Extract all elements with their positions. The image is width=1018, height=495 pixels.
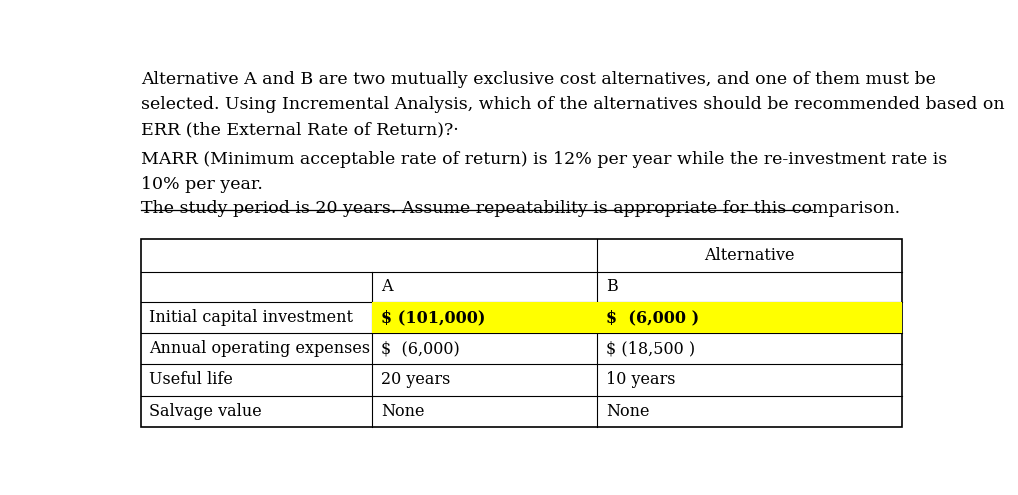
Text: Salvage value: Salvage value — [150, 403, 262, 420]
Text: Useful life: Useful life — [150, 371, 233, 389]
Text: Annual operating expenses: Annual operating expenses — [150, 340, 371, 357]
Text: The study period is 20 years. Assume repeatability is appropriate for this compa: The study period is 20 years. Assume rep… — [142, 200, 901, 217]
Text: $ (18,500 ): $ (18,500 ) — [606, 340, 695, 357]
Text: Alternative A and B are two mutually exclusive cost alternatives, and one of the: Alternative A and B are two mutually exc… — [142, 71, 1005, 139]
Bar — [597, 302, 902, 333]
Text: $ (101,000): $ (101,000) — [382, 309, 486, 326]
Text: B: B — [606, 279, 618, 296]
Text: None: None — [382, 403, 425, 420]
Text: Alternative: Alternative — [704, 247, 795, 264]
Bar — [372, 302, 597, 333]
Text: 10 years: 10 years — [606, 371, 676, 389]
Text: $  (6,000 ): $ (6,000 ) — [606, 309, 699, 326]
Text: A: A — [382, 279, 393, 296]
Text: Initial capital investment: Initial capital investment — [150, 309, 353, 326]
Text: None: None — [606, 403, 649, 420]
Text: MARR (Minimum acceptable rate of return) is 12% per year while the re-investment: MARR (Minimum acceptable rate of return)… — [142, 151, 948, 194]
Text: $  (6,000): $ (6,000) — [382, 340, 460, 357]
Text: 20 years: 20 years — [382, 371, 451, 389]
Bar — [142, 239, 902, 427]
